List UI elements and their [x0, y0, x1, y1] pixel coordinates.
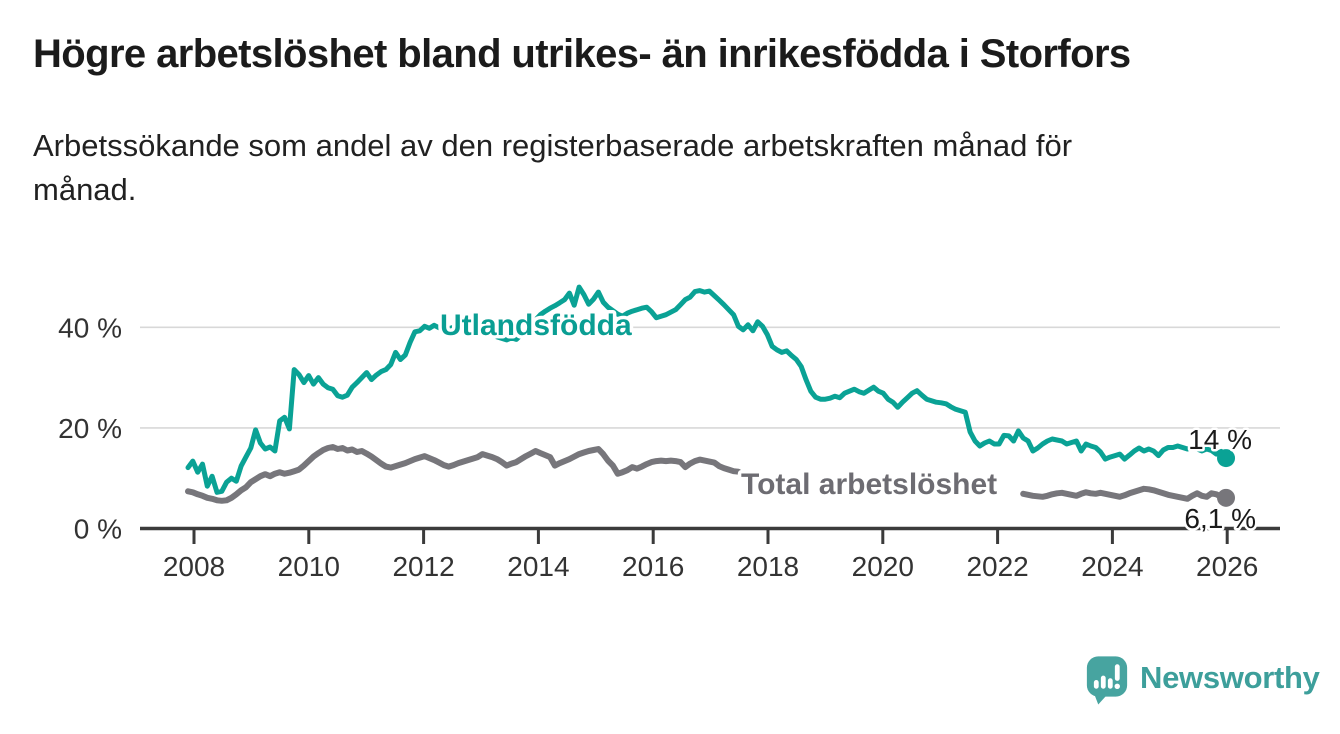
- series-end-dot-utlandsfodda: [1217, 449, 1236, 468]
- y-tick-label: 20 %: [58, 413, 122, 444]
- end-value-label-utlandsfodda: 14 %: [1188, 424, 1252, 455]
- x-tick-label: 2016: [622, 551, 684, 582]
- x-tick-label: 2012: [392, 551, 454, 582]
- series-label-total: Total arbetslöshet: [741, 468, 997, 501]
- page-title: Högre arbetslöshet bland utrikes- än inr…: [33, 32, 1131, 76]
- series-line-utlandsfodda: [185, 284, 1229, 495]
- series-end-dot-total: [1217, 488, 1236, 507]
- x-tick-label: 2018: [737, 551, 799, 582]
- speech-bubble-tail: [1093, 693, 1107, 705]
- newsworthy-logo-text: Newsworthy: [1140, 660, 1320, 695]
- x-tick-label: 2010: [278, 551, 340, 582]
- newsworthy-logo: Newsworthy: [1086, 654, 1320, 706]
- x-tick-label: 2024: [1081, 551, 1143, 582]
- chart-subtitle-line-1: Arbetssökande som andel av den registerb…: [33, 128, 1073, 163]
- x-tick-label: 2020: [852, 551, 914, 582]
- chart-subtitle-line-2: månad.: [33, 172, 137, 208]
- x-tick-label: 2014: [507, 551, 569, 582]
- x-tick-label: 2008: [163, 551, 225, 582]
- x-tick-label: 2022: [966, 551, 1028, 582]
- y-tick-label: 40 %: [58, 312, 122, 343]
- x-tick-label: 2026: [1196, 551, 1258, 582]
- y-tick-label: 0 %: [74, 514, 122, 545]
- end-value-label-total: 6,1 %: [1184, 503, 1256, 534]
- series-label-utlandsfodda: Utlandsfödda: [440, 309, 632, 342]
- chart-subtitle: Arbetssökande som andel av den registerb…: [33, 124, 1253, 212]
- newsworthy-logo-icon: [1086, 656, 1128, 705]
- series-line-total: [185, 444, 1229, 504]
